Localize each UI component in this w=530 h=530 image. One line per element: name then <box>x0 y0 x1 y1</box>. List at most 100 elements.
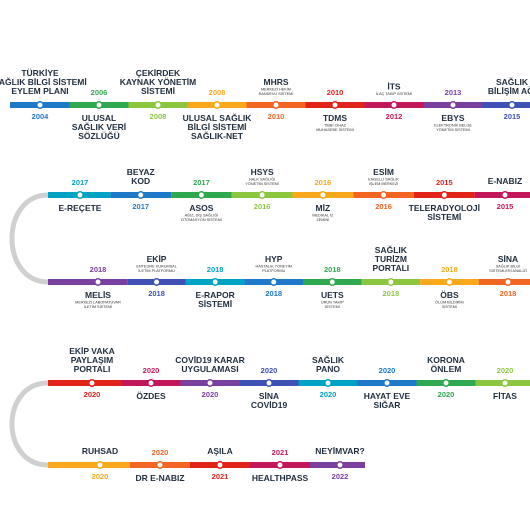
milestone-label: KOD <box>131 176 150 186</box>
milestone-dot <box>318 191 327 199</box>
milestone-year: 2010 <box>327 88 344 97</box>
milestone-label: HAYAT EVE <box>364 391 411 401</box>
milestone-label: TDMS <box>323 113 347 123</box>
milestone-note: İŞLEM MERKEZİ <box>369 181 398 186</box>
milestone-label: ÖZDES <box>136 391 166 401</box>
milestone-label: SAĞLIK-NET <box>191 130 244 141</box>
milestone-dot <box>390 101 398 109</box>
milestone-dot <box>508 101 516 109</box>
milestone-dot <box>36 101 44 109</box>
milestone-label: NEYİMVAR? <box>315 446 364 456</box>
milestone-label: TURİZM <box>375 254 407 264</box>
connector <box>9 380 49 468</box>
milestone-label: COVİD19 KARAR <box>175 355 244 365</box>
milestone-note: YÖNETİM SİSTEMİ <box>245 181 279 186</box>
milestone-note: ENTEGRE KURUMSAL <box>136 264 177 268</box>
milestone-label: E-REÇETE <box>59 203 102 213</box>
milestone-dot <box>156 461 164 469</box>
milestone-year: 2018 <box>207 265 224 274</box>
milestone-year: 2018 <box>441 265 458 274</box>
milestone-dot <box>383 379 391 387</box>
milestone-note: HASTALIK YÖNETİM <box>256 263 292 268</box>
milestone-year: 2022 <box>332 472 349 481</box>
milestone-label: MELİS <box>85 290 111 300</box>
milestone-dot <box>211 278 220 286</box>
milestone-year: 2020 <box>261 366 278 375</box>
milestone-label: KORONA <box>427 355 465 365</box>
milestone-dot <box>276 461 284 469</box>
milestone-year: 2017 <box>72 178 89 187</box>
milestone-note: ENGELLİ SAĞLIK <box>368 176 399 181</box>
milestone-year: 2020 <box>438 390 455 399</box>
milestone-year: 2018 <box>148 289 165 298</box>
milestone-note: TIBBİ CİHAZ <box>324 122 347 127</box>
milestone-year: 2021 <box>272 448 289 457</box>
milestone-dot <box>328 278 337 286</box>
milestone-label: İTS <box>387 81 401 91</box>
milestone-note: PLATFORMU <box>262 269 285 273</box>
milestone-label: EKİP VAKA <box>69 346 115 356</box>
milestone-dot <box>136 191 145 199</box>
milestone-label: RUHSAD <box>82 446 118 456</box>
milestone-dot <box>336 461 344 469</box>
milestone-dot <box>379 191 388 199</box>
milestone-year: 2018 <box>324 265 341 274</box>
milestone-label: SIĞAR <box>374 399 401 410</box>
milestone-note: İLETİM SİSTEMİ <box>84 304 112 309</box>
milestone-note: RANDEVU SİSTEMİ <box>259 91 294 96</box>
milestone-label: BEYAZ <box>127 167 155 177</box>
milestone-note: ZEMİNİ <box>316 217 329 222</box>
milestone-dot <box>265 379 273 387</box>
milestone-year: 2012 <box>386 112 403 121</box>
connector <box>9 192 49 285</box>
milestone-note: OTOMASYON SİSTEMİ <box>181 217 222 222</box>
milestone-note: ELEKTRONİK BELGE <box>434 122 472 127</box>
milestone-year: 2018 <box>265 289 282 298</box>
milestone-year: 2015 <box>504 112 521 121</box>
milestone-label: SİSTEMİ <box>198 299 232 309</box>
milestone-dot <box>331 101 339 109</box>
milestone-label: E-NABIZ <box>488 176 522 186</box>
milestone-year: 2021 <box>212 472 229 481</box>
milestone-label: UYGULAMASI <box>181 364 238 374</box>
milestone-label: SİNA <box>498 254 518 264</box>
milestone-note: SİSTEMİ <box>325 304 340 309</box>
milestone-dot <box>258 191 267 199</box>
milestone-dot <box>501 191 509 199</box>
milestone-dot <box>501 379 509 387</box>
milestone-label: EYLEM PLANI <box>11 86 68 96</box>
milestone-label: HYP <box>265 254 283 264</box>
milestone-label: ULUSAL <box>82 113 116 123</box>
milestone-dot <box>269 278 278 286</box>
milestone-label: SAĞLIK <box>375 244 408 255</box>
milestone-label: PANO <box>316 364 340 374</box>
milestone-label: UETS <box>321 290 344 300</box>
milestone-label: SÖZLÜĞÜ <box>78 130 120 141</box>
milestone-year: 2020 <box>84 390 101 399</box>
milestone-label: SAĞLIK <box>312 354 345 365</box>
milestone-label: ESİM <box>373 167 394 177</box>
milestone-note: SİSTEMLERİ ANALİZİ <box>489 268 527 273</box>
milestone-label: EBYS <box>441 113 464 123</box>
milestone-year: 2020 <box>152 448 169 457</box>
milestone-year: 2018 <box>90 265 107 274</box>
milestone-year: 2020 <box>92 472 109 481</box>
milestone-year: 2010 <box>268 112 285 121</box>
milestone-year: 2017 <box>193 178 210 187</box>
milestone-label: DR E-NABIZ <box>135 473 184 483</box>
milestone-label: SAĞLIK VERİ <box>72 121 126 132</box>
milestone-label: SAĞLIK BİLGİ SİSTEMİ <box>0 76 87 87</box>
milestone-dot <box>94 278 102 286</box>
milestone-year: 2018 <box>500 289 517 298</box>
milestone-note: YÖNETİM SİSTEMİ <box>436 127 470 132</box>
milestone-label: FİTAS <box>493 391 517 401</box>
milestone-dot <box>386 278 395 286</box>
milestone-note: SİSTEMİ <box>442 304 457 309</box>
milestone-label: PORTALI <box>373 263 410 273</box>
milestone-label: TÜRKİYE <box>21 68 59 78</box>
milestone-label: EKİP <box>147 254 167 264</box>
milestone-note: İLAÇ TAKİP SİSTEMİ <box>376 91 412 96</box>
timeline-segment <box>48 380 122 386</box>
milestone-year: 2020 <box>379 366 396 375</box>
milestone-dot <box>504 278 512 286</box>
